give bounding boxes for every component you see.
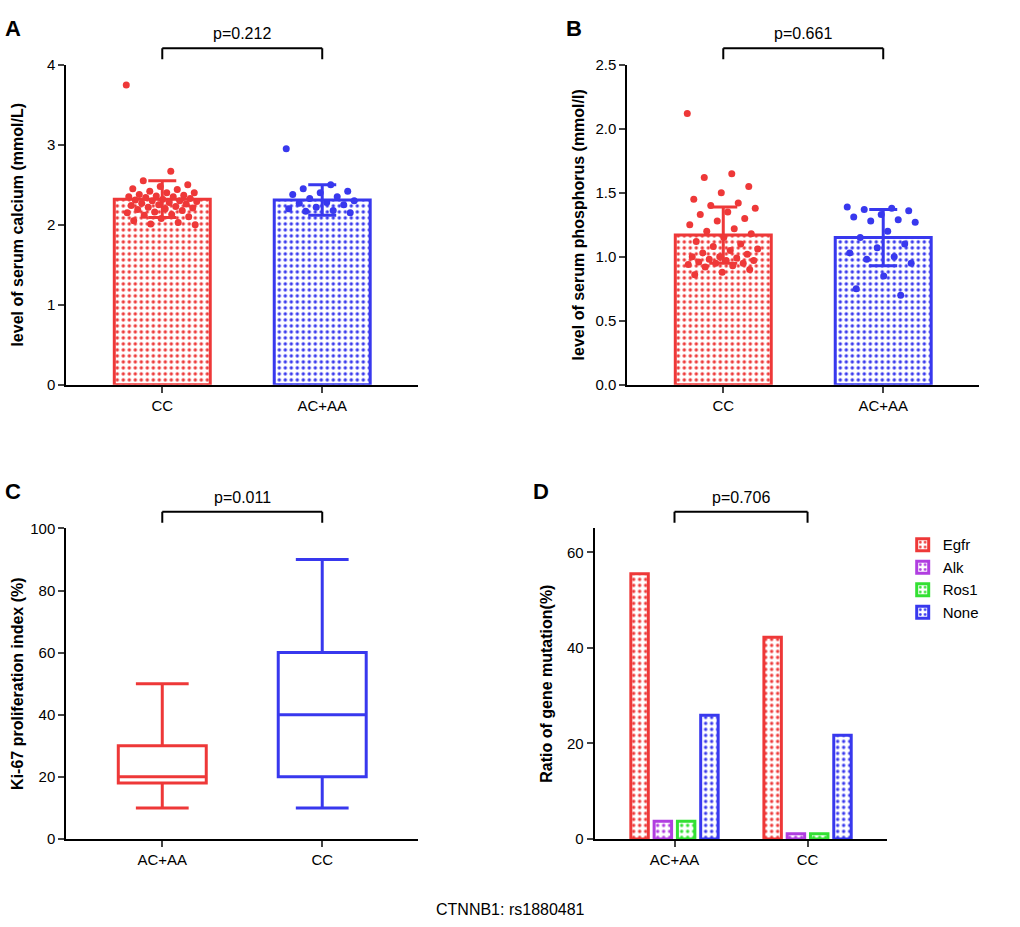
svg-text:0: 0 [47,376,55,393]
svg-text:AC+AA: AC+AA [137,851,187,868]
svg-text:0: 0 [47,830,55,847]
svg-text:D: D [533,479,549,504]
svg-text:Ratio of gene mutation(%): Ratio of gene mutation(%) [538,585,555,783]
svg-text:p=0.212: p=0.212 [213,25,271,42]
svg-text:20: 20 [39,768,56,785]
svg-text:4: 4 [47,56,55,73]
svg-text:1: 1 [47,296,55,313]
svg-text:40: 40 [567,639,584,656]
svg-text:1.0: 1.0 [595,248,616,265]
svg-text:level of serum phosphorus (mmo: level of serum phosphorus (mmol/l) [570,89,587,360]
svg-text:2.0: 2.0 [595,120,616,137]
svg-text:100: 100 [30,520,55,537]
svg-text:Alk: Alk [943,559,964,576]
svg-text:CC: CC [712,397,734,414]
svg-text:Egfr: Egfr [943,536,971,553]
svg-text:CC: CC [797,851,819,868]
svg-text:p=0.011: p=0.011 [214,489,271,506]
svg-text:CC: CC [311,851,333,868]
svg-text:40: 40 [39,706,56,723]
svg-text:1.5: 1.5 [595,184,616,201]
svg-text:20: 20 [567,735,584,752]
svg-text:A: A [5,16,21,41]
svg-text:0.5: 0.5 [595,312,616,329]
svg-text:80: 80 [39,582,56,599]
svg-text:Ros1: Ros1 [943,581,978,598]
svg-text:AC+AA: AC+AA [297,397,347,414]
svg-text:2.5: 2.5 [595,56,616,73]
svg-text:p=0.706: p=0.706 [712,489,770,506]
svg-text:60: 60 [39,644,56,661]
svg-text:60: 60 [567,544,584,561]
svg-text:None: None [943,604,979,621]
svg-text:CTNNB1: rs1880481: CTNNB1: rs1880481 [436,901,585,918]
svg-text:0: 0 [575,830,583,847]
svg-text:level of serum calcium (mmol/L: level of serum calcium (mmol/L) [9,103,26,347]
svg-text:0.0: 0.0 [595,376,616,393]
svg-text:p=0.661: p=0.661 [774,25,832,42]
svg-text:B: B [566,16,582,41]
svg-text:Ki-67 proliferation index (%): Ki-67 proliferation index (%) [9,577,26,789]
svg-text:3: 3 [47,136,55,153]
svg-text:C: C [5,479,21,504]
svg-text:2: 2 [47,216,55,233]
svg-text:AC+AA: AC+AA [858,397,908,414]
svg-text:CC: CC [151,397,173,414]
svg-text:AC+AA: AC+AA [650,851,700,868]
